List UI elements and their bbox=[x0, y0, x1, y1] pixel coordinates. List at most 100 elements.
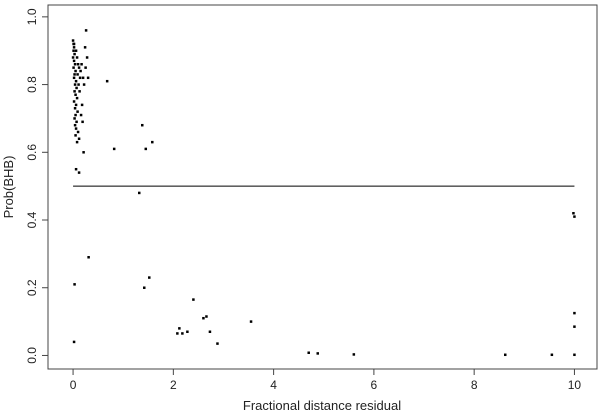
y-tick-label: 0.4 bbox=[25, 211, 39, 228]
x-tick-label: 4 bbox=[270, 378, 277, 392]
data-point bbox=[80, 103, 84, 107]
data-point bbox=[75, 86, 78, 90]
data-point bbox=[75, 56, 79, 59]
y-tick-label: 0.6 bbox=[25, 144, 39, 161]
data-point bbox=[75, 120, 78, 124]
data-point bbox=[72, 76, 76, 80]
data-point bbox=[205, 315, 208, 318]
data-point bbox=[74, 113, 77, 117]
data-point bbox=[71, 56, 75, 59]
data-point bbox=[148, 276, 151, 279]
data-point bbox=[503, 353, 507, 357]
data-point bbox=[77, 66, 81, 69]
data-point bbox=[73, 90, 76, 93]
data-point bbox=[77, 171, 81, 174]
data-point bbox=[550, 353, 554, 357]
data-point bbox=[78, 90, 81, 93]
x-tick-label: 2 bbox=[170, 378, 177, 392]
data-point bbox=[86, 76, 90, 80]
x-tick-label: 10 bbox=[568, 378, 582, 392]
data-point bbox=[73, 123, 77, 127]
data-point bbox=[72, 46, 76, 49]
data-point bbox=[72, 100, 76, 103]
data-point bbox=[74, 134, 77, 137]
data-point bbox=[78, 76, 82, 80]
data-point bbox=[352, 353, 356, 356]
data-point bbox=[307, 351, 310, 354]
data-point bbox=[85, 56, 89, 59]
data-point bbox=[249, 320, 253, 323]
data-point bbox=[76, 130, 80, 134]
y-tick-label: 0.8 bbox=[25, 76, 39, 93]
data-point bbox=[208, 330, 212, 334]
data-point bbox=[105, 79, 109, 83]
data-point bbox=[112, 147, 116, 151]
data-point bbox=[77, 137, 81, 140]
data-point bbox=[137, 191, 141, 195]
data-point bbox=[573, 353, 576, 357]
data-point bbox=[76, 110, 79, 113]
data-point bbox=[72, 340, 76, 344]
data-point bbox=[75, 140, 79, 144]
data-point bbox=[73, 83, 77, 86]
data-point bbox=[76, 63, 80, 66]
data-point bbox=[176, 332, 179, 335]
data-point bbox=[75, 96, 79, 100]
x-tick-label: 6 bbox=[371, 378, 378, 392]
data-point bbox=[76, 73, 79, 76]
data-point bbox=[74, 103, 78, 107]
data-point bbox=[74, 167, 78, 171]
data-point bbox=[573, 311, 576, 315]
data-point bbox=[144, 147, 148, 151]
y-tick-label: 1.0 bbox=[25, 8, 39, 25]
data-point bbox=[216, 342, 219, 345]
data-point bbox=[74, 93, 77, 96]
data-point bbox=[79, 113, 83, 117]
data-point bbox=[178, 327, 181, 330]
data-point bbox=[72, 49, 75, 52]
data-point bbox=[73, 283, 76, 286]
x-tick-label: 8 bbox=[471, 378, 478, 392]
data-point bbox=[83, 46, 87, 49]
data-point bbox=[74, 49, 78, 52]
data-point bbox=[84, 29, 88, 32]
x-axis-title: Fractional distance residual bbox=[243, 398, 401, 413]
data-point bbox=[73, 63, 77, 66]
data-point bbox=[73, 73, 76, 76]
data-point bbox=[72, 42, 76, 46]
y-tick-label: 0.2 bbox=[25, 279, 39, 296]
data-point bbox=[573, 215, 576, 218]
data-point bbox=[81, 120, 84, 124]
data-point bbox=[573, 325, 576, 328]
y-axis-title: Prob(BHB) bbox=[1, 156, 16, 219]
data-point bbox=[73, 52, 76, 56]
data-point bbox=[73, 117, 76, 120]
data-point bbox=[72, 66, 75, 69]
data-point bbox=[572, 211, 575, 215]
plot-frame bbox=[47, 4, 598, 370]
data-point bbox=[202, 316, 205, 320]
data-point bbox=[80, 63, 83, 66]
data-point bbox=[77, 83, 80, 86]
data-points bbox=[71, 29, 576, 357]
data-point bbox=[84, 66, 87, 69]
data-point bbox=[82, 151, 85, 154]
data-point bbox=[87, 256, 90, 259]
data-point bbox=[316, 352, 319, 355]
data-point bbox=[73, 107, 77, 110]
data-point bbox=[151, 140, 154, 144]
x-tick-label: 0 bbox=[70, 378, 77, 392]
data-point bbox=[72, 59, 76, 63]
x-axis: 0 2 4 6 8 10 bbox=[70, 369, 582, 392]
data-point bbox=[81, 76, 85, 80]
data-point bbox=[82, 83, 86, 86]
data-point bbox=[192, 298, 195, 301]
data-point bbox=[74, 69, 77, 73]
data-point bbox=[186, 330, 189, 334]
data-point bbox=[141, 123, 144, 127]
data-point bbox=[74, 79, 78, 83]
data-point bbox=[79, 69, 82, 73]
data-point bbox=[71, 39, 75, 42]
data-point bbox=[181, 332, 184, 335]
